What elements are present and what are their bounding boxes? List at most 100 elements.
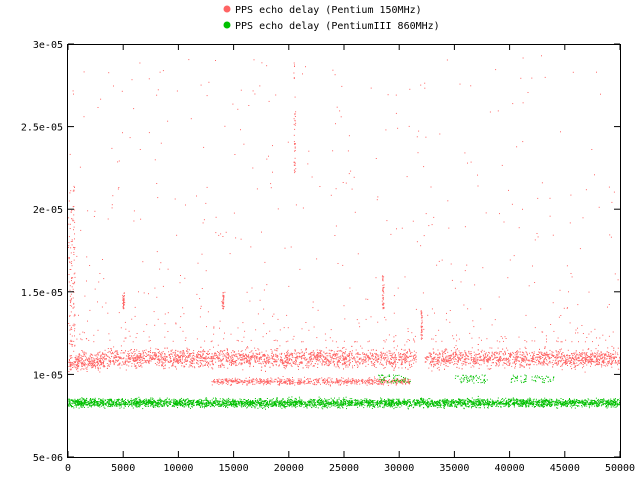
- point-pentium-150: [482, 354, 484, 356]
- point-pentium-150: [166, 359, 168, 361]
- point-pentium-150: [470, 357, 472, 359]
- point-pentium-150: [460, 357, 462, 359]
- point-pentium-150: [220, 361, 222, 363]
- point-pentium-150: [87, 363, 89, 365]
- point-pentium-150: [472, 359, 474, 360]
- point-pentium-150: [200, 357, 202, 359]
- point-pentium-150: [453, 351, 455, 353]
- point-pentium-150: [467, 358, 469, 360]
- point-pentium-150: [288, 378, 290, 380]
- point-pentium-150: [486, 359, 488, 361]
- point-pentium-150: [509, 356, 510, 358]
- point-pentium-150: [438, 361, 440, 363]
- point-pentium-150: [595, 363, 597, 365]
- point-pentium-150: [453, 364, 455, 366]
- point-pentium-150: [243, 382, 244, 384]
- point-pentium-150: [309, 383, 311, 384]
- point-pentium-150: [315, 379, 317, 381]
- point-pentium-150: [228, 359, 230, 361]
- point-pentium-150: [316, 358, 318, 360]
- point-pentium-150: [236, 365, 238, 366]
- point-pentium-150: [156, 361, 158, 363]
- point-pentium-150: [550, 357, 552, 358]
- point-pentium-150: [521, 365, 523, 367]
- point-pentium-150: [103, 358, 105, 360]
- point-pentium-150: [79, 354, 81, 356]
- point-pentium-150: [450, 360, 452, 361]
- point-pentium-150: [201, 355, 203, 357]
- point-pentium-150: [317, 379, 319, 381]
- point-pentium-150: [318, 359, 320, 361]
- point-pentium-150: [115, 359, 117, 361]
- point-pentium-150: [430, 356, 432, 358]
- point-pentium-150: [605, 354, 607, 356]
- point-pentium-150: [337, 361, 339, 363]
- point-pentium-150: [476, 358, 478, 360]
- point-pentium-150: [457, 363, 458, 365]
- point-pentium-150: [365, 383, 367, 385]
- point-pentium-150: [455, 352, 457, 354]
- point-pentium-150: [574, 363, 576, 364]
- point-pentium-150: [118, 363, 120, 365]
- point-pentium-150: [339, 384, 341, 386]
- point-pentium-150: [225, 357, 227, 359]
- point-pentium-150: [207, 352, 209, 354]
- point-pentium-150: [380, 361, 381, 363]
- point-pentium-150: [437, 359, 439, 361]
- point-pentium-150: [225, 360, 227, 362]
- point-pentium-150: [609, 356, 611, 358]
- point-pentium-150: [162, 365, 163, 367]
- point-pentium-150: [447, 360, 449, 362]
- point-pentium-150: [608, 362, 610, 364]
- point-pentium-150: [509, 353, 511, 355]
- point-pentium-150: [284, 353, 285, 355]
- point-pentium-150: [222, 378, 224, 380]
- point-pentium-150: [506, 347, 507, 349]
- point-pentium-150: [94, 354, 96, 356]
- point-pentium-150: [266, 357, 267, 359]
- point-pentium-150: [510, 352, 512, 354]
- point-pentium-150: [356, 381, 358, 382]
- point-pentium-150: [162, 366, 164, 368]
- point-pentium-150: [352, 382, 354, 384]
- point-pentium-150: [286, 383, 288, 385]
- point-pentium-150: [503, 358, 504, 360]
- point-pentium-150: [525, 351, 527, 353]
- point-pentium-150: [179, 351, 181, 353]
- point-pentium-150: [268, 380, 270, 382]
- point-pentium-150: [515, 356, 517, 358]
- point-pentium-150: [240, 354, 242, 356]
- point-pentium-150: [203, 364, 205, 366]
- point-pentium-150: [288, 355, 290, 357]
- point-pentium-150: [460, 359, 462, 361]
- point-pentium-150: [558, 352, 560, 354]
- point-pentium-150: [174, 365, 176, 367]
- point-pentium-150: [539, 348, 540, 350]
- point-pentium-150: [332, 361, 334, 363]
- point-pentium-150: [166, 356, 168, 357]
- point-pentium-150: [155, 356, 157, 358]
- point-pentium-150: [488, 356, 490, 358]
- point-pentium-150: [472, 361, 474, 363]
- point-pentium-150: [504, 351, 506, 353]
- point-pentium-150: [310, 353, 312, 355]
- point-pentium-150: [372, 354, 373, 356]
- point-pentium-150: [365, 354, 367, 356]
- point-pentium-150: [317, 357, 319, 359]
- point-pentium-150: [405, 383, 406, 384]
- point-pentium-150: [101, 362, 103, 364]
- point-pentium-150: [431, 361, 433, 363]
- point-pentium-150: [492, 359, 493, 361]
- point-pentium-150: [328, 382, 330, 384]
- point-pentium-150: [435, 353, 437, 355]
- point-pentium-150: [522, 351, 524, 353]
- point-pentium-150: [564, 355, 566, 357]
- point-pentium-150: [549, 353, 551, 355]
- point-pentium-150: [528, 360, 530, 362]
- point-pentium-150: [382, 382, 384, 384]
- point-pentium-150: [458, 356, 460, 358]
- point-pentium-150: [387, 356, 389, 358]
- point-pentium-150: [449, 357, 451, 359]
- point-pentium-150: [268, 356, 270, 358]
